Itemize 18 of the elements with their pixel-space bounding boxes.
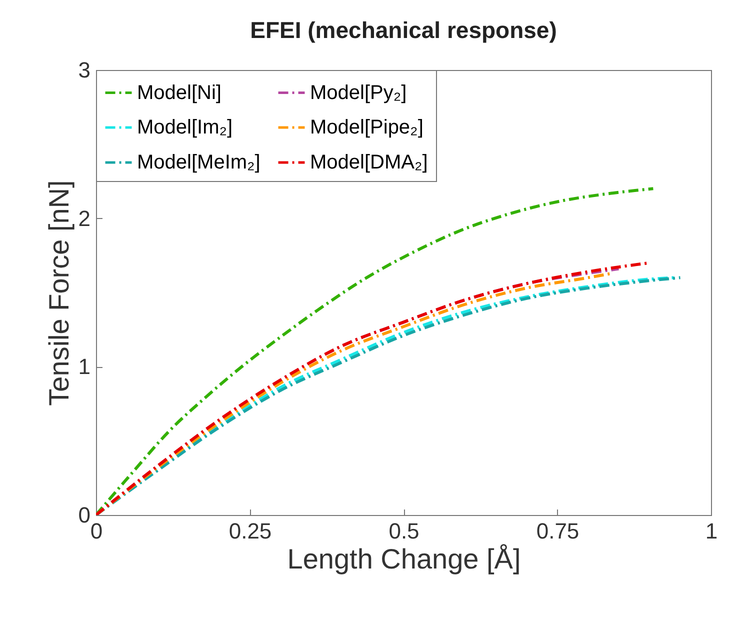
y-tick-label: 3	[78, 58, 90, 82]
x-axis-title: Length Change [Å]	[287, 544, 521, 574]
x-tick-label: 0.25	[228, 518, 272, 544]
x-tick-label: 0.5	[388, 518, 420, 544]
legend-label: Model[Py₂]	[310, 82, 407, 104]
chart-title: EFEI (mechanical response)	[250, 17, 557, 43]
x-tick-label: 0.75	[536, 518, 580, 544]
legend-label: Model[Ni]	[137, 82, 222, 104]
legend-label: Model[Im₂]	[137, 116, 233, 138]
y-axis-title: Tensile Force [nN]	[43, 180, 74, 406]
legend-label: Model[Pipe₂]	[310, 116, 424, 138]
line-series	[96, 187, 655, 515]
x-tick-label: 1	[705, 518, 718, 544]
y-tick-label: 2	[78, 206, 90, 231]
y-tick-label: 1	[78, 354, 90, 380]
legend-label: Model[MeIm₂]	[137, 152, 260, 174]
legend-label: Model[DMA₂]	[310, 152, 428, 174]
y-tick-label: 0	[78, 502, 90, 528]
